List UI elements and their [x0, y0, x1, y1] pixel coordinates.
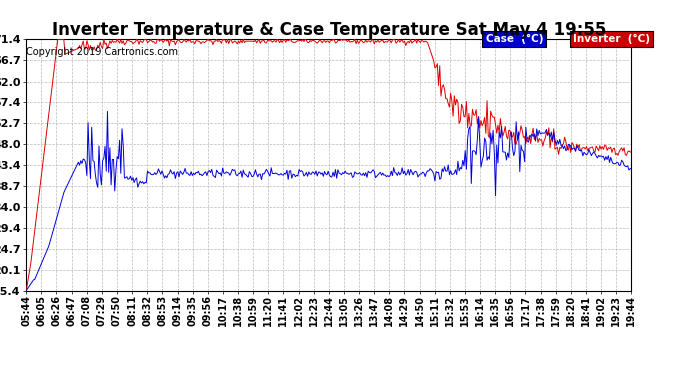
- Title: Inverter Temperature & Case Temperature Sat May 4 19:55: Inverter Temperature & Case Temperature …: [52, 21, 606, 39]
- Text: Case  (°C): Case (°C): [486, 34, 543, 44]
- Text: Copyright 2019 Cartronics.com: Copyright 2019 Cartronics.com: [26, 47, 178, 57]
- Text: Inverter  (°C): Inverter (°C): [573, 34, 650, 44]
